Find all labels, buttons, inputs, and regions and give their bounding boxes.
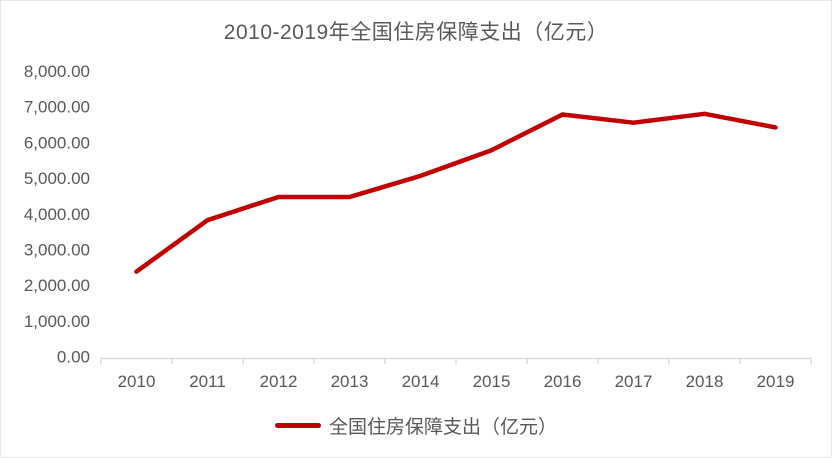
x-axis-tick-label: 2019 [757, 372, 795, 391]
x-axis-tick-label: 2018 [686, 372, 724, 391]
y-axis-tick-label: 2,000.00 [24, 276, 90, 295]
x-axis-tick-label: 2012 [260, 372, 298, 391]
chart-title: 2010-2019年全国住房保障支出（亿元） [223, 21, 609, 44]
data-line-series [134, 111, 778, 274]
x-axis-tick-label: 2013 [331, 372, 369, 391]
x-axis-tick-label: 2011 [189, 372, 226, 391]
chart-legend: 全国住房保障支出（亿元） [0, 412, 832, 439]
x-axis-tick-label: 2016 [544, 372, 582, 391]
x-axis-tick-label: 2010 [118, 372, 156, 391]
y-axis-tick-label: 4,000.00 [24, 205, 90, 224]
y-axis-tick-label: 8,000.00 [24, 62, 90, 81]
x-axis-tick-label: 2014 [402, 372, 440, 391]
y-axis-tick-label: 3,000.00 [24, 240, 90, 259]
y-axis-tick-label: 6,000.00 [24, 133, 90, 152]
y-axis-tick-label: 0.00 [57, 348, 90, 367]
x-axis-tick-label: 2015 [473, 372, 511, 391]
y-axis-tick-label: 1,000.00 [24, 312, 90, 331]
y-axis-tick-label: 7,000.00 [24, 98, 90, 117]
legend-series-label: 全国住房保障支出（亿元） [328, 417, 557, 438]
x-axis-tick-label: 2017 [615, 372, 653, 391]
y-axis-tick-label: 5,000.00 [24, 169, 90, 188]
legend-line-swatch [274, 423, 321, 428]
